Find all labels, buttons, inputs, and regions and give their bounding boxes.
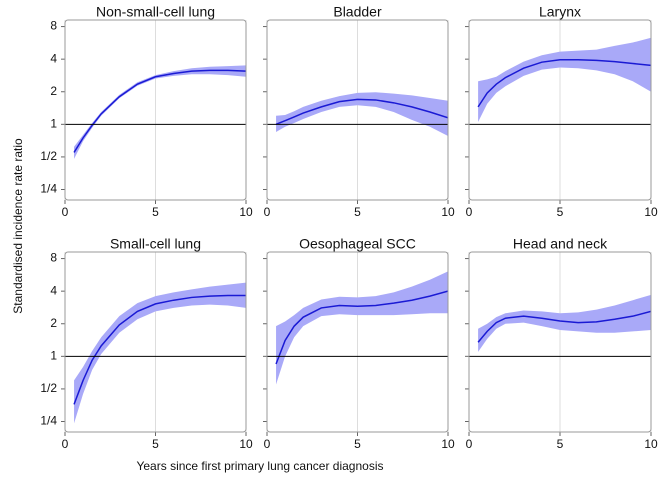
y-tick-label: 1 bbox=[50, 349, 57, 363]
x-tick-label: 0 bbox=[466, 205, 473, 219]
confidence-band bbox=[478, 294, 651, 352]
panel-title: Small-cell lung bbox=[110, 236, 201, 252]
confidence-band bbox=[74, 65, 246, 159]
panel-title: Larynx bbox=[539, 4, 581, 20]
x-tick-label: 5 bbox=[354, 437, 361, 451]
y-tick-label: 2 bbox=[50, 316, 57, 330]
y-tick-label: 1/2 bbox=[40, 381, 57, 395]
confidence-band bbox=[276, 271, 448, 385]
y-tick-label: 8 bbox=[50, 19, 57, 33]
panel-title: Non-small-cell lung bbox=[96, 4, 215, 20]
panel-frame bbox=[266, 19, 449, 201]
x-tick-label: 10 bbox=[644, 205, 658, 219]
y-tick-label: 1/4 bbox=[40, 182, 57, 196]
x-tick-label: 10 bbox=[644, 437, 658, 451]
panel-frame bbox=[64, 251, 247, 433]
x-tick-label: 0 bbox=[62, 205, 69, 219]
y-tick-label: 4 bbox=[50, 51, 57, 65]
line bbox=[73, 69, 246, 153]
y-axis-label: Standardised incidence rate ratio bbox=[11, 138, 25, 314]
x-tick-label: 10 bbox=[239, 437, 253, 451]
x-tick-label: 0 bbox=[62, 437, 69, 451]
x-tick-label: 5 bbox=[152, 437, 159, 451]
y-tick-label: 1/2 bbox=[40, 149, 57, 163]
x-tick-label: 10 bbox=[441, 437, 455, 451]
panel-frame bbox=[266, 251, 449, 433]
panel-title: Oesophageal SCC bbox=[299, 236, 416, 252]
x-tick-label: 5 bbox=[557, 437, 564, 451]
confidence-band bbox=[478, 37, 651, 123]
y-tick-label: 8 bbox=[50, 251, 57, 265]
panel-frame bbox=[468, 251, 652, 433]
x-tick-label: 10 bbox=[441, 205, 455, 219]
x-tick-label: 0 bbox=[466, 437, 473, 451]
line bbox=[275, 290, 448, 365]
x-tick-label: 5 bbox=[557, 205, 564, 219]
line bbox=[477, 310, 651, 343]
x-tick-label: 0 bbox=[264, 437, 271, 451]
panel-title: Head and neck bbox=[513, 236, 608, 252]
panel-frame bbox=[64, 19, 247, 201]
confidence-band bbox=[74, 282, 246, 424]
panel-frame bbox=[468, 19, 652, 201]
y-tick-label: 1/4 bbox=[40, 414, 57, 428]
y-tick-label: 2 bbox=[50, 84, 57, 98]
line bbox=[275, 98, 448, 126]
y-tick-label: 4 bbox=[50, 283, 57, 297]
panel-title: Bladder bbox=[333, 4, 382, 20]
y-tick-label: 1 bbox=[50, 117, 57, 131]
x-tick-label: 10 bbox=[239, 205, 253, 219]
confidence-band bbox=[276, 92, 448, 137]
x-tick-label: 5 bbox=[152, 205, 159, 219]
line bbox=[73, 294, 246, 405]
line bbox=[477, 58, 651, 108]
x-axis-label: Years since first primary lung cancer di… bbox=[136, 459, 383, 473]
x-tick-label: 0 bbox=[264, 205, 271, 219]
x-tick-label: 5 bbox=[354, 205, 361, 219]
